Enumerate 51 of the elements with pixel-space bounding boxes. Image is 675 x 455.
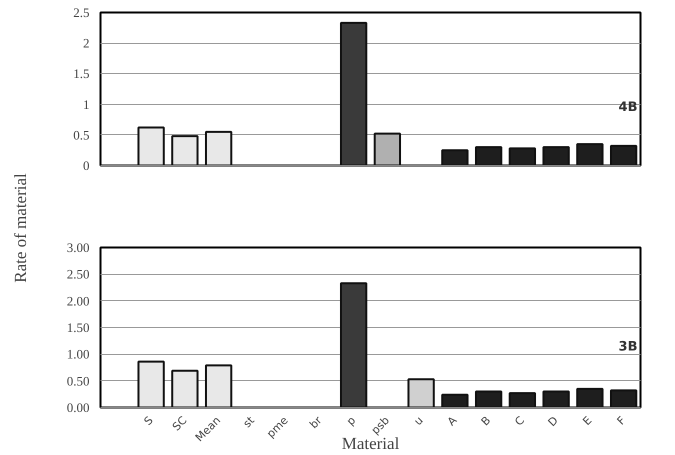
bar	[474, 146, 502, 166]
y-tick-label: 0	[83, 158, 90, 173]
y-tick-label: 1.5	[73, 66, 90, 82]
bar	[340, 22, 368, 166]
bar	[137, 360, 165, 408]
x-tick-label: u	[412, 414, 426, 428]
y-axis-title: Rate of material	[11, 172, 30, 283]
bar	[508, 392, 536, 408]
bar	[542, 390, 570, 408]
bar	[576, 388, 604, 408]
bar	[204, 130, 232, 166]
x-tick-label: S	[142, 414, 156, 428]
bar	[508, 147, 536, 166]
y-tick-label: 2	[83, 36, 90, 51]
x-tick-label: C	[512, 414, 528, 429]
bar	[340, 282, 368, 408]
bar	[576, 143, 604, 166]
x-tick-label: st	[240, 413, 258, 430]
bar	[374, 132, 402, 166]
bar	[407, 378, 435, 408]
x-tick-label: p	[344, 414, 358, 428]
bar	[441, 394, 469, 408]
y-tick-label: 2.5	[73, 5, 90, 20]
y-tick-label: 0.50	[66, 373, 90, 388]
bar	[474, 390, 502, 408]
annotation: 3B	[618, 340, 638, 355]
x-tick-label: B	[478, 414, 494, 428]
x-tick-label: D	[546, 414, 561, 430]
y-tick-label: 1.00	[66, 346, 90, 362]
bar	[441, 149, 469, 166]
y-tick-label: 3.00	[66, 240, 90, 255]
x-tick-label: br	[307, 414, 325, 432]
bar	[610, 389, 638, 408]
y-tick-label: 2.50	[66, 266, 90, 282]
bar	[204, 364, 232, 408]
bar	[137, 126, 165, 166]
y-tick-label: 1	[83, 96, 90, 112]
x-tick-label: psb	[368, 414, 392, 438]
x-tick-label: SC	[170, 414, 190, 434]
y-tick-label: 0.5	[73, 127, 90, 142]
bar	[171, 135, 199, 166]
x-tick-label: F	[614, 414, 628, 428]
bar	[610, 144, 638, 166]
annotation: 4B	[618, 100, 638, 116]
y-tick-label: 1.50	[66, 320, 90, 335]
y-tick-label: 2.00	[66, 293, 90, 308]
x-tick-label: E	[580, 414, 595, 428]
x-tick-label: A	[444, 414, 460, 428]
bar	[542, 146, 570, 166]
y-tick-label: 0.00	[66, 400, 90, 415]
bar	[171, 370, 199, 408]
